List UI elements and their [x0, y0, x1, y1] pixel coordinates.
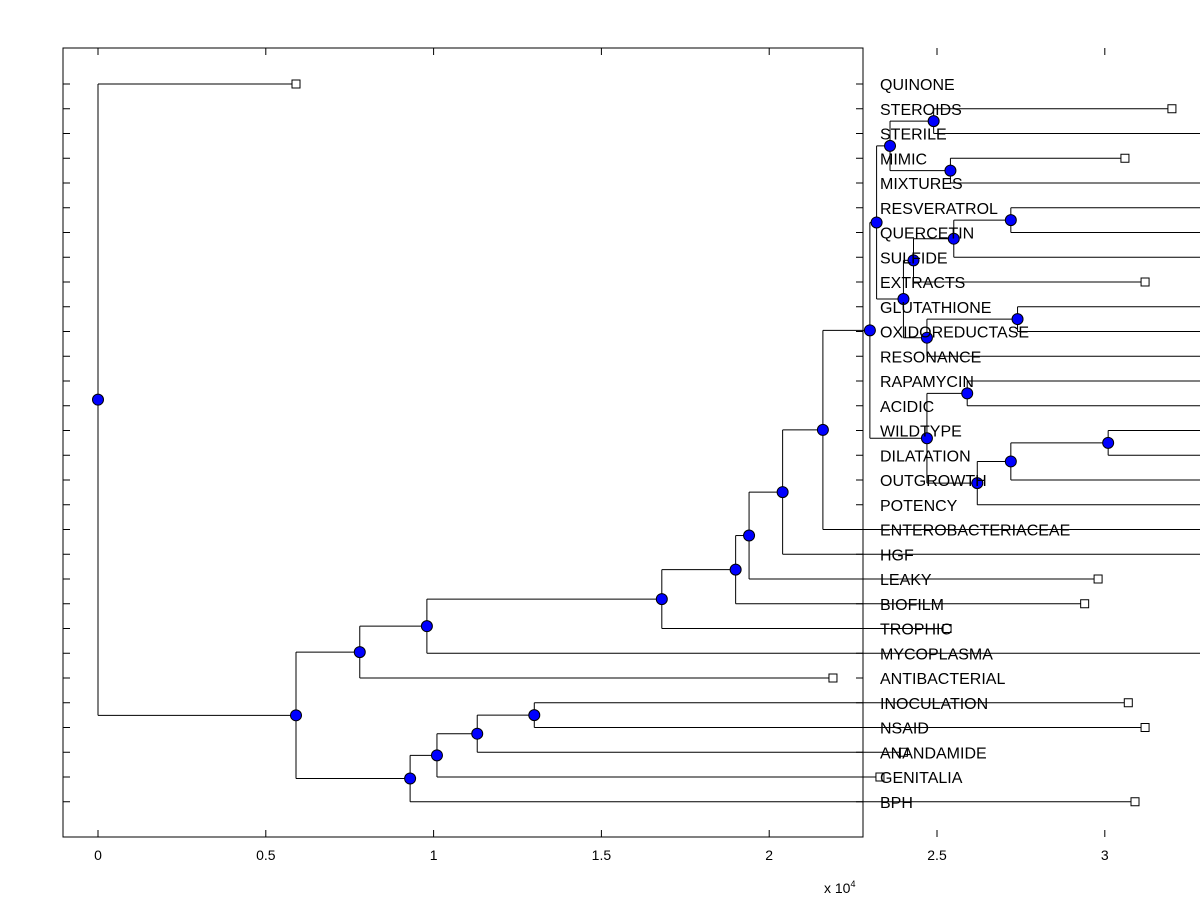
node-marker — [729, 563, 742, 576]
axes-layer: 00.511.522.533.544.5 — [62, 47, 1109, 863]
leaf-label: DILATATION — [880, 448, 971, 465]
leaf-label: BPH — [880, 795, 913, 812]
leaf-label: RESVERATROL — [880, 201, 998, 218]
leaf-label: ANTIBACTERIAL — [880, 671, 1005, 688]
node-marker — [897, 293, 910, 306]
x-tick-label: 0.5 — [256, 847, 276, 863]
x-tick-label: 3 — [1101, 847, 1109, 863]
x-tick-label: 1 — [430, 847, 438, 863]
leaf-label: HGF — [880, 547, 914, 564]
leaf-label: EXTRACTS — [880, 275, 965, 292]
leaf-marker — [1093, 574, 1103, 584]
labels-layer: QUINONE STEROIDS STERILE MIMIC MIXTURES RESVE… — [880, 77, 1070, 812]
x-tick-label: 1.5 — [592, 847, 612, 863]
leaf-marker — [1140, 277, 1150, 287]
node-marker — [927, 115, 940, 128]
leaf-label: MYCOPLASMA — [880, 646, 993, 663]
leaf-label: MIXTURES — [880, 176, 963, 193]
node-marker — [816, 423, 829, 436]
leaf-label: QUINONE — [880, 77, 955, 94]
node-marker — [471, 727, 484, 740]
leaf-marker — [1080, 599, 1090, 609]
leaf-label: RESONANCE — [880, 349, 981, 366]
node-marker — [884, 139, 897, 152]
leaf-label: ANANDAMIDE — [880, 745, 987, 762]
leaf-label: RAPAMYCIN — [880, 374, 974, 391]
node-marker — [290, 709, 303, 722]
node-marker — [920, 331, 933, 344]
node-marker — [1004, 214, 1017, 227]
leaf-label: MIMIC — [880, 151, 927, 168]
node-marker — [1011, 313, 1024, 326]
links-layer — [97, 83, 1200, 803]
leaf-label: ENTEROBACTERIACEAE — [880, 523, 1070, 540]
leaf-marker — [291, 79, 301, 89]
node-marker — [1102, 436, 1115, 449]
node-marker — [1004, 455, 1017, 468]
nodes-layer — [92, 79, 1177, 807]
leaf-label: TROPHIC — [880, 622, 952, 639]
leaf-label: STERILE — [880, 127, 947, 144]
node-marker — [353, 646, 366, 659]
leaf-label: GENITALIA — [880, 770, 963, 787]
x-tick-label: 2.5 — [927, 847, 947, 863]
leaf-label: ACIDIC — [880, 399, 934, 416]
leaf-label: OXIDOREDUCTASE — [880, 325, 1029, 342]
leaf-label: LEAKY — [880, 572, 932, 589]
node-marker — [870, 216, 883, 229]
x-axis-multiplier: x 104 — [824, 879, 855, 896]
node-marker — [907, 254, 920, 267]
x-tick-label: 0 — [94, 847, 102, 863]
leaf-label: NSAID — [880, 721, 929, 738]
node-marker — [920, 432, 933, 445]
leaf-label: SULFIDE — [880, 250, 948, 267]
leaf-marker — [898, 747, 908, 757]
leaf-label: INOCULATION — [880, 696, 988, 713]
leaf-marker — [1123, 698, 1133, 708]
leaf-marker — [1120, 153, 1130, 163]
node-marker — [947, 232, 960, 245]
node-marker — [863, 324, 876, 337]
leaf-marker — [942, 624, 952, 633]
node-marker — [528, 709, 541, 722]
leaf-label: BIOFILM — [880, 597, 944, 614]
leaf-marker — [828, 673, 838, 683]
node-marker — [776, 486, 789, 499]
leaf-label: POTENCY — [880, 498, 958, 515]
node-marker — [404, 772, 417, 785]
leaf-marker — [1130, 797, 1140, 807]
leaf-label: STEROIDS — [880, 102, 962, 119]
leaf-label: OUTGROWTH — [880, 473, 987, 490]
plot-frame — [62, 47, 864, 838]
node-marker — [92, 393, 104, 406]
leaf-label: GLUTATHIONE — [880, 300, 991, 317]
leaf-label: WILDTYPE — [880, 424, 962, 441]
leaf-marker — [875, 772, 885, 782]
node-marker — [971, 477, 984, 490]
leaf-label: QUERCETIN — [880, 226, 974, 243]
node-marker — [743, 529, 756, 542]
leaf-marker — [1167, 104, 1177, 114]
node-marker — [430, 749, 443, 762]
node-marker — [961, 387, 974, 400]
node-marker — [655, 593, 668, 606]
leaf-marker — [1140, 723, 1150, 732]
x-tick-label: 2 — [765, 847, 773, 863]
node-marker — [944, 164, 957, 177]
node-marker — [420, 620, 433, 633]
